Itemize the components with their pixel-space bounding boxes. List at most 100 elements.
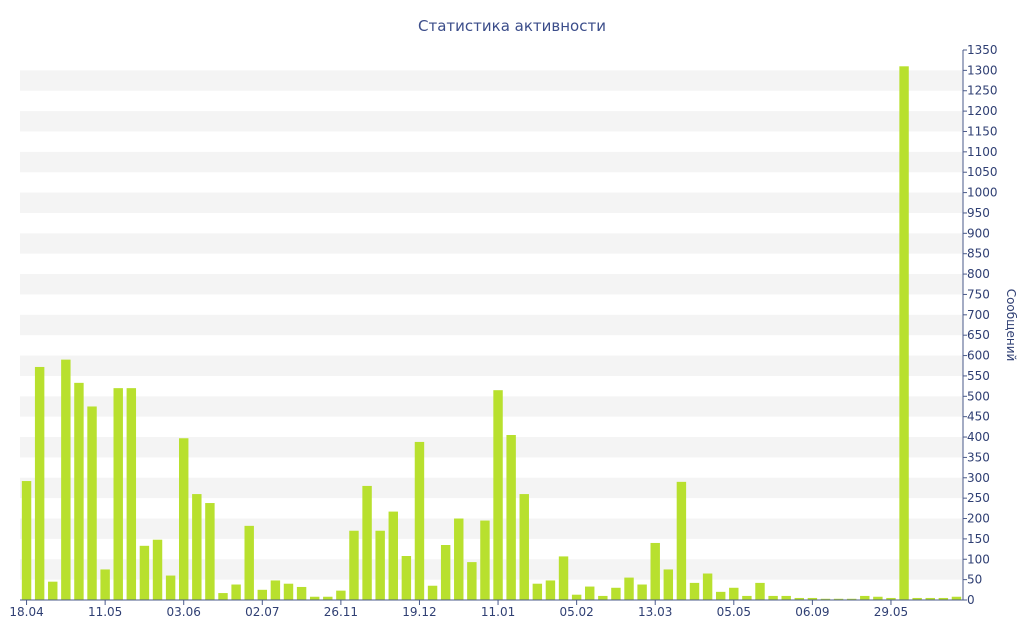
bar bbox=[323, 596, 333, 600]
bar bbox=[886, 597, 896, 600]
bar bbox=[205, 503, 215, 600]
grid-band bbox=[20, 314, 963, 336]
y-tick-label: 250 bbox=[967, 491, 990, 505]
x-tick-label: 19.12 bbox=[402, 605, 436, 619]
bar bbox=[349, 530, 359, 600]
y-tick-label: 700 bbox=[967, 308, 990, 322]
x-tick-label: 06.09 bbox=[795, 605, 829, 619]
bar bbox=[624, 577, 634, 600]
y-tick-label: 1200 bbox=[967, 104, 998, 118]
bar bbox=[873, 596, 883, 600]
bar bbox=[899, 66, 909, 601]
bar bbox=[152, 539, 163, 600]
bar bbox=[663, 569, 674, 600]
bar bbox=[807, 597, 818, 600]
y-tick-label: 950 bbox=[967, 206, 990, 220]
y-tick-label: 400 bbox=[967, 430, 990, 444]
bar bbox=[794, 597, 804, 600]
y-tick-label: 1150 bbox=[967, 124, 998, 138]
y-tick-label: 100 bbox=[967, 552, 990, 566]
y-tick-label: 1050 bbox=[967, 165, 998, 179]
bar bbox=[702, 573, 713, 600]
bar bbox=[846, 598, 857, 600]
bar bbox=[951, 596, 962, 600]
y-tick-label: 550 bbox=[967, 369, 990, 383]
bar bbox=[676, 481, 687, 600]
y-tick-label: 800 bbox=[967, 267, 990, 281]
bar bbox=[545, 580, 556, 600]
y-tick-label: 1250 bbox=[967, 84, 998, 98]
bar bbox=[139, 545, 150, 600]
y-tick-label: 600 bbox=[967, 349, 990, 363]
bar bbox=[454, 518, 464, 600]
bar bbox=[231, 584, 241, 600]
grid-band bbox=[20, 518, 963, 539]
bar bbox=[558, 556, 569, 600]
bar bbox=[689, 582, 700, 600]
bar bbox=[270, 580, 281, 600]
bar bbox=[179, 438, 189, 600]
bar bbox=[296, 586, 307, 600]
chart-title: Статистика активности bbox=[418, 17, 606, 35]
x-tick-label: 29.05 bbox=[874, 605, 908, 619]
bar bbox=[781, 595, 791, 600]
grid-band bbox=[20, 274, 963, 295]
bar bbox=[480, 520, 490, 600]
bar bbox=[427, 585, 438, 600]
x-tick-label: 11.01 bbox=[481, 605, 515, 619]
bar bbox=[571, 594, 582, 600]
y-tick-label: 1350 bbox=[967, 43, 998, 57]
x-tick-label: 13.03 bbox=[638, 605, 672, 619]
bar bbox=[74, 382, 84, 600]
y-tick-label: 1300 bbox=[967, 63, 998, 77]
x-tick-label: 05.05 bbox=[717, 605, 751, 619]
bar bbox=[833, 598, 844, 600]
bar bbox=[48, 581, 58, 600]
bar bbox=[100, 569, 110, 600]
y-tick-label: 750 bbox=[967, 287, 990, 301]
bar bbox=[21, 481, 32, 600]
bar bbox=[532, 583, 543, 600]
bar bbox=[87, 406, 97, 600]
bar bbox=[925, 597, 935, 600]
grid-band bbox=[20, 559, 963, 580]
grid-band bbox=[20, 355, 963, 376]
bar bbox=[585, 586, 595, 600]
y-tick-label: 450 bbox=[967, 410, 990, 424]
bar bbox=[519, 494, 529, 600]
bar bbox=[362, 485, 372, 600]
bar bbox=[742, 595, 752, 600]
bar bbox=[244, 525, 254, 600]
bar bbox=[257, 589, 268, 600]
bar bbox=[650, 542, 660, 600]
y-tick-label: 0 bbox=[967, 593, 975, 607]
y-axis-ticks: 0 50 100 150 200 250 300 350 400 450 500 550 600 650 7… bbox=[963, 43, 998, 607]
bar bbox=[493, 390, 503, 600]
bar bbox=[165, 575, 176, 600]
x-tick-label: 03.06 bbox=[167, 605, 201, 619]
grid-band bbox=[20, 192, 963, 213]
y-tick-label: 650 bbox=[967, 328, 990, 342]
y-tick-label: 50 bbox=[967, 573, 982, 587]
bar bbox=[715, 591, 726, 600]
bar bbox=[755, 582, 765, 600]
grid-band bbox=[20, 396, 963, 417]
bar bbox=[637, 584, 647, 600]
bars bbox=[21, 66, 962, 601]
bar bbox=[218, 593, 228, 600]
bar bbox=[336, 590, 346, 600]
bar bbox=[611, 587, 621, 600]
x-tick-label: 02.07 bbox=[245, 605, 279, 619]
bar bbox=[729, 587, 739, 600]
x-tick-label: 26.11 bbox=[324, 605, 358, 619]
bar bbox=[34, 366, 45, 600]
grid-bands bbox=[20, 70, 963, 580]
y-tick-label: 850 bbox=[967, 247, 990, 261]
y-tick-label: 1000 bbox=[967, 186, 998, 200]
bar bbox=[506, 435, 516, 600]
x-tick-label: 11.05 bbox=[88, 605, 122, 619]
y-axis-label: Сообщений bbox=[1004, 289, 1018, 362]
bar bbox=[192, 494, 202, 600]
bar bbox=[440, 545, 451, 600]
